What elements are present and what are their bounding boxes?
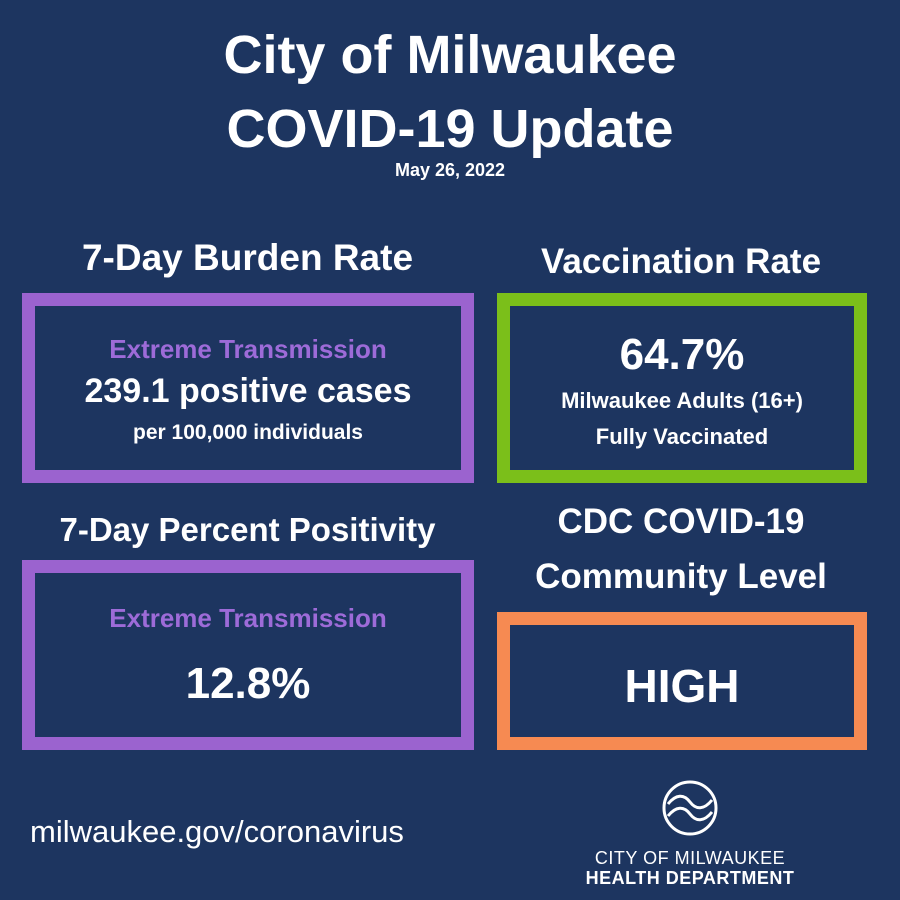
positivity-card: Extreme Transmission 12.8% xyxy=(22,560,474,750)
cdc-heading-line1: CDC COVID-19 xyxy=(557,502,805,541)
vaccination-rate-heading: Vaccination Rate xyxy=(540,242,822,281)
burden-value: 239.1 positive cases xyxy=(84,372,412,410)
burden-rate-card: Extreme Transmission 239.1 positive case… xyxy=(22,293,474,483)
logo-line2: HEALTH DEPARTMENT xyxy=(585,868,795,888)
burden-unit: per 100,000 individuals xyxy=(133,421,363,444)
positivity-value: 12.8% xyxy=(185,659,311,708)
positivity-heading: 7-Day Percent Positivity xyxy=(59,511,436,548)
vaccination-rate-card: 64.7% Milwaukee Adults (16+) Fully Vacci… xyxy=(497,293,867,483)
update-date: May 26, 2022 xyxy=(394,160,506,180)
cdc-level-card: HIGH xyxy=(497,612,867,750)
coronavirus-url: milwaukee.gov/coronavirus xyxy=(30,814,404,849)
cdc-level-value: HIGH xyxy=(624,660,740,712)
vaccination-line1: Milwaukee Adults (16+) xyxy=(561,388,803,413)
page-title-line2: COVID-19 Update xyxy=(226,99,674,159)
positivity-level-label: Extreme Transmission xyxy=(109,603,387,633)
burden-level-label: Extreme Transmission xyxy=(109,334,387,364)
vaccination-value: 64.7% xyxy=(619,330,745,379)
vaccination-line2: Fully Vaccinated xyxy=(595,424,769,449)
cdc-heading-line2: Community Level xyxy=(535,557,827,596)
page-title-line1: City of Milwaukee xyxy=(223,25,677,85)
logo-line1: CITY OF MILWAUKEE xyxy=(594,848,786,868)
burden-rate-heading: 7-Day Burden Rate xyxy=(81,237,414,278)
wave-circle-icon xyxy=(660,778,720,838)
